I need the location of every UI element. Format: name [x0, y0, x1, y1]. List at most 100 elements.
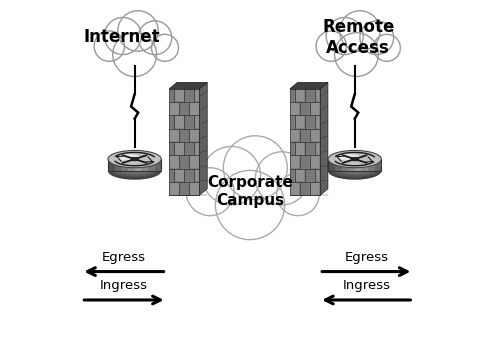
Ellipse shape [328, 162, 382, 180]
Circle shape [224, 136, 288, 200]
FancyBboxPatch shape [170, 89, 173, 102]
FancyBboxPatch shape [296, 143, 304, 155]
FancyBboxPatch shape [180, 156, 188, 168]
FancyBboxPatch shape [368, 159, 374, 171]
FancyBboxPatch shape [311, 183, 320, 195]
Ellipse shape [328, 153, 382, 171]
FancyBboxPatch shape [190, 103, 198, 115]
Ellipse shape [336, 154, 360, 160]
FancyBboxPatch shape [180, 129, 188, 141]
FancyBboxPatch shape [170, 103, 178, 115]
Circle shape [104, 17, 142, 55]
FancyBboxPatch shape [185, 169, 194, 181]
Polygon shape [169, 82, 207, 89]
Ellipse shape [108, 155, 161, 172]
FancyBboxPatch shape [290, 103, 300, 115]
Ellipse shape [328, 161, 382, 178]
FancyBboxPatch shape [134, 159, 141, 171]
Ellipse shape [328, 155, 382, 172]
FancyBboxPatch shape [108, 159, 114, 171]
FancyBboxPatch shape [290, 89, 294, 102]
Ellipse shape [108, 159, 161, 177]
FancyBboxPatch shape [195, 89, 198, 102]
Circle shape [186, 168, 234, 215]
Circle shape [374, 34, 400, 61]
Circle shape [152, 34, 178, 61]
FancyBboxPatch shape [306, 116, 314, 128]
FancyBboxPatch shape [175, 89, 184, 102]
Ellipse shape [351, 157, 358, 161]
FancyBboxPatch shape [190, 183, 198, 195]
FancyBboxPatch shape [190, 129, 198, 141]
Text: Egress: Egress [102, 251, 146, 264]
Ellipse shape [116, 154, 140, 160]
Ellipse shape [108, 158, 161, 175]
Circle shape [334, 33, 378, 76]
FancyBboxPatch shape [362, 159, 368, 171]
FancyBboxPatch shape [296, 169, 304, 181]
Circle shape [360, 21, 394, 55]
FancyBboxPatch shape [170, 129, 178, 141]
FancyBboxPatch shape [175, 116, 184, 128]
FancyBboxPatch shape [175, 143, 184, 155]
FancyBboxPatch shape [154, 159, 161, 171]
Ellipse shape [131, 157, 138, 161]
FancyBboxPatch shape [290, 116, 294, 128]
Text: Ingress: Ingress [100, 279, 148, 292]
FancyBboxPatch shape [335, 159, 342, 171]
Circle shape [112, 33, 156, 76]
FancyBboxPatch shape [354, 159, 362, 171]
FancyBboxPatch shape [170, 169, 173, 181]
Polygon shape [290, 82, 328, 89]
FancyBboxPatch shape [300, 156, 310, 168]
Polygon shape [200, 82, 207, 195]
FancyBboxPatch shape [185, 116, 194, 128]
Ellipse shape [108, 161, 161, 178]
FancyBboxPatch shape [180, 183, 188, 195]
Ellipse shape [108, 151, 161, 168]
Polygon shape [320, 82, 328, 195]
Circle shape [340, 11, 380, 51]
FancyBboxPatch shape [169, 89, 200, 195]
Circle shape [256, 152, 308, 205]
Circle shape [94, 31, 124, 61]
Ellipse shape [328, 157, 382, 174]
Circle shape [138, 21, 172, 55]
FancyBboxPatch shape [290, 129, 300, 141]
FancyBboxPatch shape [316, 89, 320, 102]
FancyBboxPatch shape [175, 169, 184, 181]
Ellipse shape [108, 162, 161, 180]
Circle shape [326, 17, 363, 55]
FancyBboxPatch shape [300, 129, 310, 141]
Ellipse shape [108, 152, 161, 169]
FancyBboxPatch shape [170, 143, 173, 155]
FancyBboxPatch shape [180, 103, 188, 115]
Circle shape [276, 173, 319, 215]
FancyBboxPatch shape [142, 159, 148, 171]
FancyBboxPatch shape [185, 89, 194, 102]
FancyBboxPatch shape [128, 159, 134, 171]
Ellipse shape [108, 157, 161, 174]
FancyBboxPatch shape [290, 89, 320, 195]
FancyBboxPatch shape [300, 103, 310, 115]
FancyBboxPatch shape [290, 183, 300, 195]
FancyBboxPatch shape [290, 156, 300, 168]
Text: Internet: Internet [84, 28, 160, 46]
Circle shape [118, 11, 158, 51]
FancyBboxPatch shape [306, 89, 314, 102]
FancyBboxPatch shape [170, 183, 178, 195]
FancyBboxPatch shape [306, 143, 314, 155]
FancyBboxPatch shape [374, 159, 382, 171]
FancyBboxPatch shape [311, 103, 320, 115]
FancyBboxPatch shape [290, 143, 294, 155]
Text: Remote
Access: Remote Access [322, 18, 394, 57]
FancyBboxPatch shape [300, 183, 310, 195]
FancyBboxPatch shape [114, 159, 121, 171]
FancyBboxPatch shape [170, 156, 178, 168]
Ellipse shape [108, 153, 161, 171]
Circle shape [316, 31, 346, 61]
Ellipse shape [328, 151, 382, 168]
Text: Ingress: Ingress [342, 279, 390, 292]
Ellipse shape [328, 159, 382, 177]
FancyBboxPatch shape [328, 159, 335, 171]
